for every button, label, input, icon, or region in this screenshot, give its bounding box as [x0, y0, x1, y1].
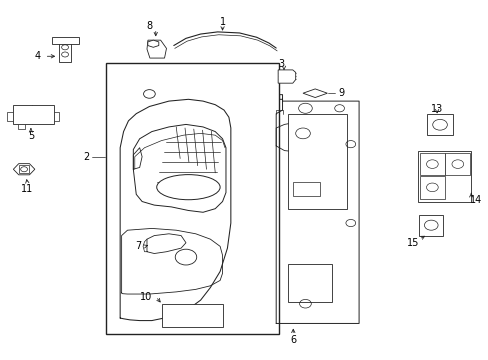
Text: 4: 4 [34, 51, 40, 61]
Bar [418, 215, 443, 235]
Bar [105, 63, 278, 334]
Text: 3: 3 [278, 59, 284, 69]
Bar [417, 151, 470, 202]
Bar [18, 125, 25, 129]
Polygon shape [278, 70, 295, 83]
Bar [288, 114, 346, 209]
Bar [52, 37, 79, 44]
Ellipse shape [157, 175, 220, 200]
Bar [13, 105, 54, 125]
Bar [419, 153, 444, 175]
Bar [293, 182, 320, 196]
Polygon shape [147, 40, 159, 47]
Text: 5: 5 [28, 131, 34, 140]
Text: 6: 6 [289, 334, 296, 345]
Text: 13: 13 [430, 104, 442, 114]
Text: 14: 14 [469, 195, 481, 205]
Text: 10: 10 [140, 292, 152, 302]
Polygon shape [13, 164, 35, 175]
Bar [419, 176, 444, 199]
Bar [54, 112, 59, 121]
Polygon shape [147, 40, 166, 58]
Text: 12: 12 [289, 159, 301, 169]
Text: 8: 8 [146, 21, 152, 31]
Text: 2: 2 [83, 152, 89, 162]
Text: 9: 9 [337, 88, 344, 98]
Text: 7: 7 [135, 241, 141, 251]
Bar [445, 153, 469, 175]
Text: 11: 11 [21, 184, 34, 194]
Text: 1: 1 [219, 17, 225, 27]
Polygon shape [19, 165, 29, 173]
Bar [59, 40, 71, 62]
Text: 15: 15 [406, 238, 418, 248]
Bar [288, 264, 331, 302]
Bar [161, 304, 222, 327]
Bar [427, 114, 452, 135]
Polygon shape [303, 89, 327, 98]
Bar [7, 112, 13, 121]
